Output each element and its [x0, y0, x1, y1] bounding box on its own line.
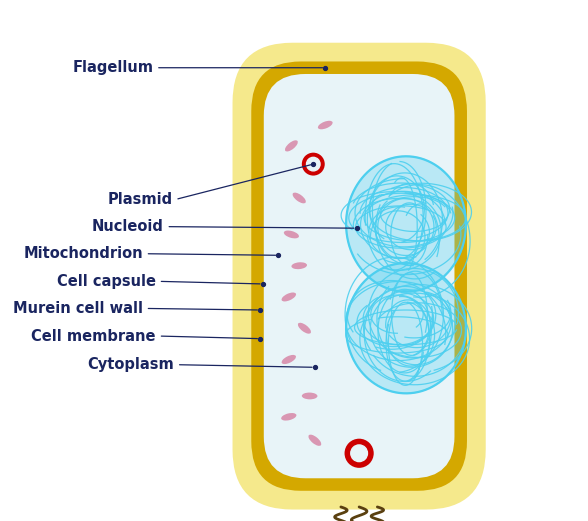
Circle shape: [345, 439, 374, 468]
Text: Plasmid: Plasmid: [108, 192, 173, 207]
Text: Flagellum: Flagellum: [72, 60, 153, 75]
Text: Cytoplasm: Cytoplasm: [88, 357, 174, 372]
Ellipse shape: [309, 435, 321, 446]
Text: Mitochondrion: Mitochondrion: [24, 246, 143, 261]
Ellipse shape: [284, 230, 299, 239]
Polygon shape: [346, 263, 466, 393]
Ellipse shape: [318, 121, 333, 129]
Polygon shape: [346, 156, 466, 292]
Ellipse shape: [282, 292, 296, 302]
Text: Murein cell wall: Murein cell wall: [13, 301, 143, 316]
Ellipse shape: [298, 323, 311, 333]
Text: Cell capsule: Cell capsule: [57, 274, 156, 289]
Text: Cell membrane: Cell membrane: [31, 329, 156, 343]
Circle shape: [306, 157, 320, 171]
FancyBboxPatch shape: [251, 61, 467, 491]
Ellipse shape: [281, 413, 296, 420]
FancyBboxPatch shape: [264, 74, 455, 478]
Circle shape: [302, 153, 325, 176]
Ellipse shape: [285, 140, 298, 152]
Text: Nucleoid: Nucleoid: [92, 219, 163, 234]
Circle shape: [351, 445, 368, 462]
Ellipse shape: [292, 262, 307, 269]
Ellipse shape: [282, 355, 296, 364]
Ellipse shape: [302, 392, 318, 400]
FancyBboxPatch shape: [232, 43, 486, 510]
Ellipse shape: [293, 193, 306, 203]
